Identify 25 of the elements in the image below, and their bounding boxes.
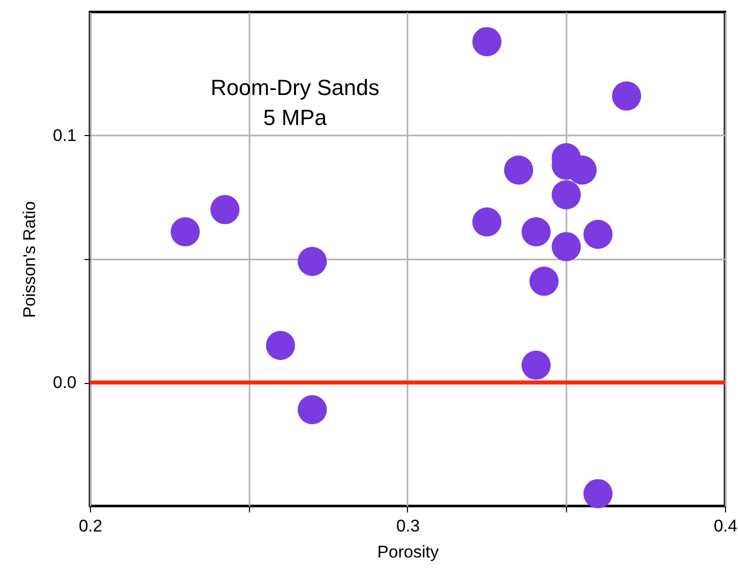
y-tick-label: 0.0 — [52, 373, 76, 392]
y-axis-title: Poisson's Ratio — [20, 201, 39, 318]
point — [472, 27, 502, 56]
point — [612, 81, 642, 111]
point — [552, 180, 581, 210]
point — [504, 156, 534, 185]
x-tick-label: 0.4 — [714, 516, 738, 536]
point — [472, 207, 502, 236]
point — [210, 195, 240, 224]
point — [583, 479, 613, 508]
point — [298, 395, 327, 424]
annotation: 5 MPa — [263, 105, 328, 130]
point — [522, 217, 551, 246]
annotation: Room-Dry Sands — [210, 75, 380, 100]
point — [170, 217, 200, 246]
point — [583, 220, 613, 249]
point — [298, 246, 327, 276]
x-axis-title: Porosity — [377, 542, 440, 562]
point — [266, 330, 296, 360]
x-tick-label: 0.2 — [78, 516, 102, 536]
point — [529, 266, 559, 296]
x-tick-label: 0.3 — [396, 516, 420, 536]
point — [522, 350, 551, 380]
y-tick-label: 0.1 — [52, 126, 76, 145]
point — [552, 232, 581, 262]
